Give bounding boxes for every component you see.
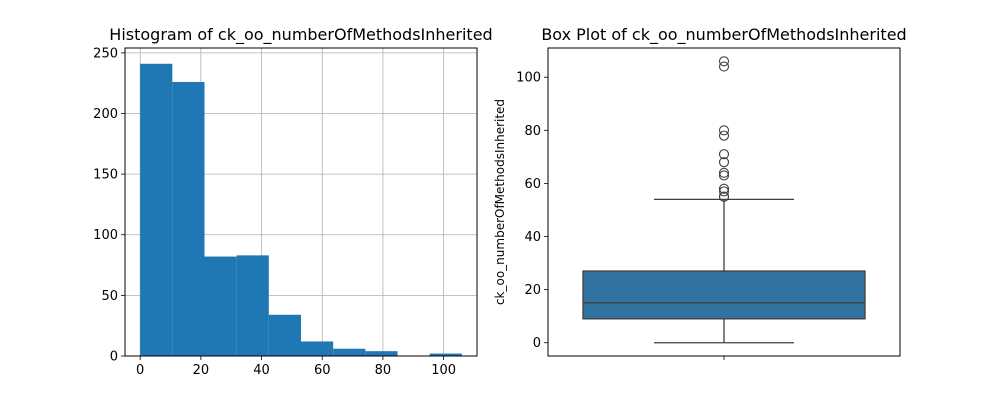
- histogram-bar: [365, 351, 398, 356]
- histogram-bar: [268, 314, 301, 356]
- outlier-point: [718, 186, 730, 197]
- histogram-title: Histogram of ck_oo_numberOfMethodsInheri…: [109, 25, 492, 45]
- histogram-bars: [140, 63, 462, 356]
- outlier-point: [718, 167, 730, 178]
- outlier-point: [718, 56, 730, 67]
- x-tick-label: 80: [375, 363, 392, 378]
- outlier-point: [718, 125, 730, 136]
- x-tick-label: 40: [253, 363, 270, 378]
- histogram-bar: [236, 255, 269, 356]
- boxplot-title: Box Plot of ck_oo_numberOfMethodsInherit…: [541, 25, 906, 45]
- boxplot-panel: Box Plot of ck_oo_numberOfMethodsInherit…: [493, 25, 907, 360]
- boxplot-y-axis-label: ck_oo_numberOfMethodsInherited: [493, 99, 507, 305]
- histogram-bar: [333, 348, 366, 356]
- outlier-point: [718, 157, 730, 168]
- boxplot-body: [582, 198, 866, 344]
- y-tick-label: 40: [524, 230, 541, 245]
- histogram-bar: [140, 63, 173, 356]
- histogram-panel: Histogram of ck_oo_numberOfMethodsInheri…: [93, 25, 493, 378]
- y-tick-label: 50: [101, 289, 118, 304]
- x-tick-label: 0: [136, 363, 144, 378]
- outlier-point: [718, 191, 730, 202]
- y-tick-label: 250: [93, 46, 118, 61]
- y-tick-label: 0: [110, 350, 118, 365]
- histogram-y-axis: 0 50 100 150 200 250: [93, 46, 125, 365]
- y-tick-label: 20: [524, 283, 541, 298]
- y-tick-label: 200: [93, 107, 118, 122]
- histogram-bar: [172, 81, 205, 356]
- histogram-x-axis: 0 20 40 60 80 100: [136, 356, 456, 378]
- y-tick-label: 0: [533, 336, 541, 351]
- outlier-point: [718, 61, 730, 72]
- histogram-bar: [429, 353, 462, 356]
- y-tick-label: 100: [93, 228, 118, 243]
- histogram-bar: [204, 256, 237, 356]
- x-tick-label: 60: [314, 363, 331, 378]
- outlier-point: [718, 183, 730, 194]
- x-tick-label: 20: [193, 363, 210, 378]
- x-tick-label: 100: [431, 363, 456, 378]
- boxplot-y-axis: 0 20 40 60 80 100: [516, 71, 548, 351]
- histogram-frame: [124, 47, 478, 357]
- boxplot-frame: [547, 47, 901, 357]
- y-tick-label: 150: [93, 168, 118, 183]
- interquartile-box: [582, 270, 866, 320]
- outlier-point: [718, 170, 730, 181]
- y-tick-label: 100: [516, 71, 541, 86]
- outlier-point: [718, 149, 730, 160]
- boxplot-outliers: [718, 56, 730, 202]
- histogram-bar: [301, 341, 334, 356]
- y-tick-label: 80: [524, 124, 541, 139]
- outlier-point: [718, 130, 730, 141]
- y-tick-label: 60: [524, 177, 541, 192]
